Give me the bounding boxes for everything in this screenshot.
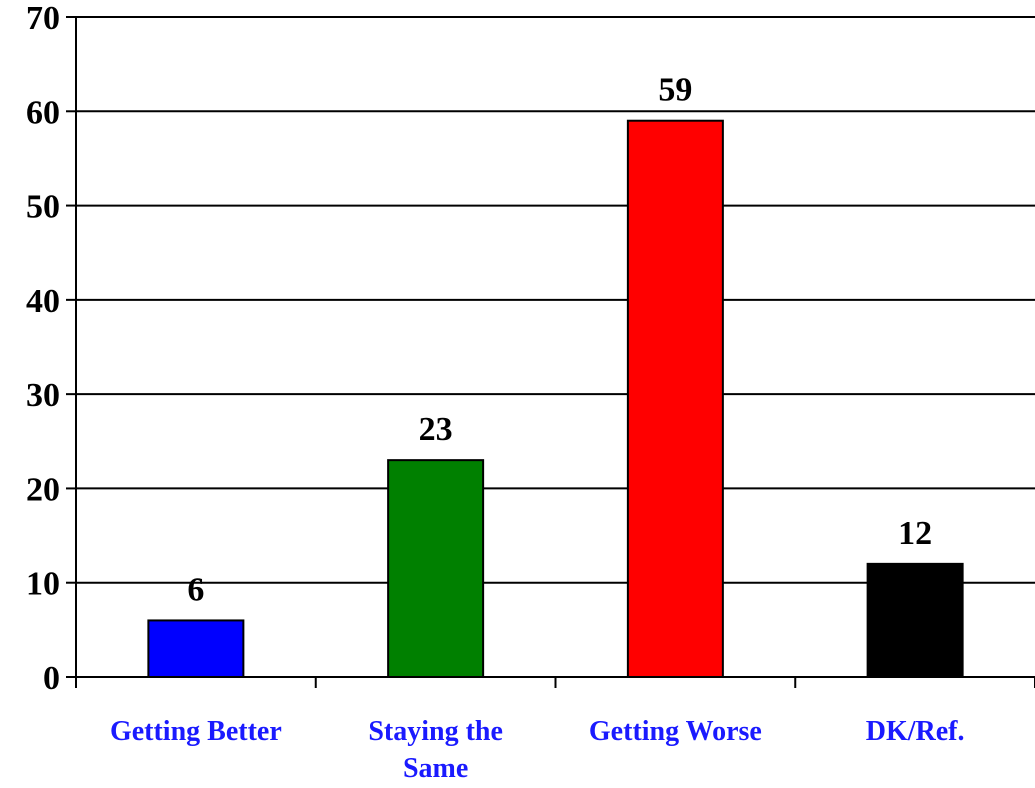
bars [147, 119, 964, 679]
bar [866, 562, 964, 678]
data-label: 12 [898, 515, 932, 552]
y-tick-labels: 0 10 20 30 40 50 60 70 [26, 0, 60, 697]
category-labels: Getting Better Staying the Same Getting Wor… [110, 716, 965, 784]
data-label: 6 [187, 571, 204, 608]
data-label: 59 [658, 72, 692, 109]
y-tick-label: 40 [26, 283, 60, 320]
x-category-label: Getting Better [110, 716, 282, 747]
y-tick-label: 10 [26, 566, 60, 603]
y-tick-label: 50 [26, 189, 60, 226]
y-tick-label: 20 [26, 471, 60, 508]
x-category-label: DK/Ref. [866, 716, 965, 747]
y-tick-label: 60 [26, 94, 60, 131]
data-labels: 6 23 59 12 [187, 72, 932, 609]
y-tick-label: 0 [43, 660, 60, 697]
y-tick-label: 70 [26, 0, 60, 37]
y-tick-label: 30 [26, 377, 60, 414]
bar [387, 459, 485, 678]
x-category-label: Getting Worse [589, 716, 762, 747]
data-label: 23 [419, 411, 453, 448]
axes [66, 16, 1035, 688]
gridlines [76, 16, 1035, 584]
x-category-label: Staying the Same [368, 716, 503, 784]
bar [626, 119, 724, 678]
bar [147, 619, 245, 679]
